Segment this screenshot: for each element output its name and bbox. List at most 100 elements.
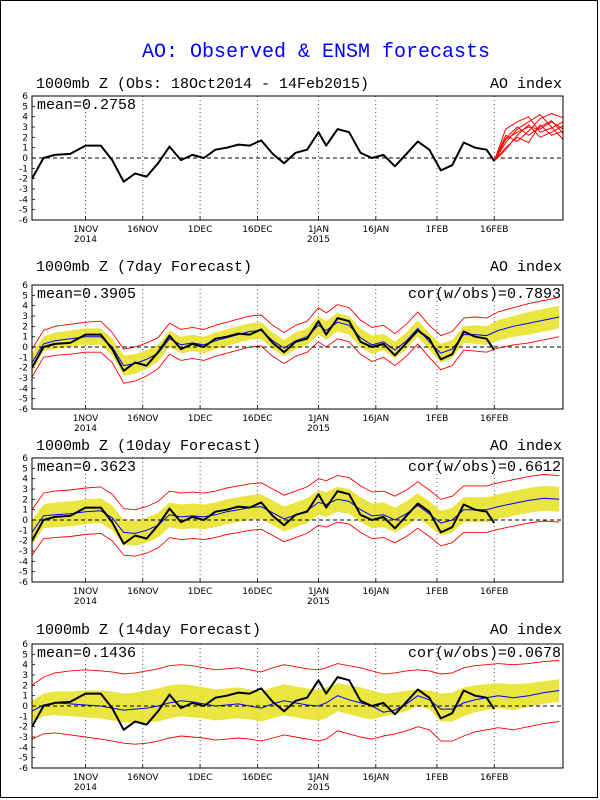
y-tick-label: 6 bbox=[22, 640, 28, 650]
panel-title: 1000mb Z (7day Forecast) bbox=[36, 259, 252, 276]
y-tick-label: -4 bbox=[19, 384, 28, 394]
x-tick-label: 16FEB bbox=[480, 773, 509, 783]
y-tick-label: -3 bbox=[19, 374, 28, 384]
x-tick-label: 1JAN bbox=[308, 587, 329, 597]
panels: 1000mb Z (Obs: 18Oct2014 - 14Feb2015) AO … bbox=[19, 76, 564, 793]
panel-cor-text: cor(w/obs)=0.6612 bbox=[408, 459, 561, 476]
x-tick-year: 2015 bbox=[307, 424, 330, 434]
y-tick-label: -2 bbox=[19, 537, 28, 547]
x-tick-year: 2014 bbox=[74, 783, 97, 793]
y-tick-label: 3 bbox=[22, 312, 28, 322]
x-tick-label: 1DEC bbox=[188, 773, 213, 783]
panel-title: 1000mb Z (Obs: 18Oct2014 - 14Feb2015) bbox=[36, 76, 369, 93]
y-tick-label: 0 bbox=[22, 516, 28, 526]
y-tick-label: 4 bbox=[22, 661, 28, 671]
x-tick-label: 1FEB bbox=[426, 587, 449, 597]
panel-4: 1000mb Z (14day Forecast) AO index mean=0.… bbox=[19, 622, 564, 793]
y-tick-label: 5 bbox=[22, 464, 28, 474]
panel-right-label: AO index bbox=[490, 622, 562, 639]
x-tick-year: 2014 bbox=[74, 424, 97, 434]
y-tick-label: 6 bbox=[22, 454, 28, 464]
y-tick-label: -4 bbox=[19, 195, 28, 205]
plot-frame bbox=[31, 284, 564, 410]
x-tick-label: 16JAN bbox=[362, 225, 389, 235]
forecast-member-line bbox=[493, 120, 563, 162]
y-tick-label: -2 bbox=[19, 723, 28, 733]
y-tick-label: -4 bbox=[19, 557, 28, 567]
y-tick-label: -5 bbox=[19, 206, 28, 216]
x-tick-label: 16DEC bbox=[242, 225, 272, 235]
x-tick-label: 16FEB bbox=[480, 414, 509, 424]
x-tick-label: 1FEB bbox=[426, 225, 449, 235]
observed-line bbox=[32, 490, 496, 545]
x-tick-label: 16NOV bbox=[127, 414, 159, 424]
y-tick-label: 2 bbox=[22, 495, 28, 505]
x-tick-label: 16DEC bbox=[242, 587, 272, 597]
x-tick-label: 1FEB bbox=[426, 414, 449, 424]
envelope-upper-line bbox=[32, 660, 560, 686]
x-tick-label: 1NOV bbox=[73, 414, 99, 424]
y-tick-label: 2 bbox=[22, 681, 28, 691]
y-tick-label: -3 bbox=[19, 547, 28, 557]
panel-title: 1000mb Z (14day Forecast) bbox=[36, 622, 261, 639]
y-tick-label: 1 bbox=[22, 506, 28, 516]
y-tick-label: -4 bbox=[19, 743, 28, 753]
y-tick-label: -6 bbox=[19, 405, 28, 415]
x-tick-label: 1NOV bbox=[73, 225, 99, 235]
forecast-member-line bbox=[493, 113, 563, 162]
y-tick-label: -2 bbox=[19, 175, 28, 185]
y-tick-label: 1 bbox=[22, 692, 28, 702]
y-tick-label: -2 bbox=[19, 364, 28, 374]
forecast-member-line bbox=[493, 116, 563, 162]
envelope-lower-line bbox=[32, 336, 560, 384]
panel-mean-text: mean=0.3623 bbox=[37, 459, 136, 476]
x-tick-label: 16JAN bbox=[362, 587, 389, 597]
x-tick-label: 16NOV bbox=[127, 773, 159, 783]
y-tick-label: 6 bbox=[22, 281, 28, 291]
panel-title: 1000mb Z (10day Forecast) bbox=[36, 438, 261, 455]
y-tick-label: 4 bbox=[22, 302, 28, 312]
x-tick-label: 16DEC bbox=[242, 414, 272, 424]
x-tick-label: 1FEB bbox=[426, 773, 449, 783]
y-tick-label: 2 bbox=[22, 133, 28, 143]
plot-area bbox=[32, 296, 563, 384]
y-tick-label: 3 bbox=[22, 123, 28, 133]
y-tick-label: -1 bbox=[19, 712, 28, 722]
y-tick-label: 0 bbox=[22, 343, 28, 353]
observed-line bbox=[32, 317, 496, 372]
ensemble-mean-line bbox=[32, 690, 560, 713]
y-tick-label: 6 bbox=[22, 92, 28, 102]
y-tick-label: 5 bbox=[22, 650, 28, 660]
y-tick-label: 5 bbox=[22, 291, 28, 301]
x-tick-label: 16JAN bbox=[362, 414, 389, 424]
x-tick-year: 2015 bbox=[307, 597, 330, 607]
y-tick-label: -6 bbox=[19, 216, 28, 226]
panel-cor-text: cor(w/obs)=0.0678 bbox=[408, 645, 561, 662]
y-tick-label: -3 bbox=[19, 185, 28, 195]
envelope-upper-line bbox=[32, 296, 560, 350]
y-tick-label: 0 bbox=[22, 154, 28, 164]
panel-mean-text: mean=0.3905 bbox=[37, 286, 136, 303]
x-tick-year: 2014 bbox=[74, 597, 97, 607]
x-tick-label: 1DEC bbox=[188, 225, 213, 235]
y-tick-label: -5 bbox=[19, 754, 28, 764]
y-tick-label: 3 bbox=[22, 485, 28, 495]
y-tick-label: 3 bbox=[22, 671, 28, 681]
x-tick-label: 16NOV bbox=[127, 587, 159, 597]
panel-mean-text: mean=0.2758 bbox=[37, 97, 136, 114]
panel-right-label: AO index bbox=[490, 438, 562, 455]
y-tick-label: -1 bbox=[19, 526, 28, 536]
y-tick-label: 5 bbox=[22, 102, 28, 112]
x-tick-label: 1JAN bbox=[308, 414, 329, 424]
panel-right-label: AO index bbox=[490, 259, 562, 276]
figure-title: AO: Observed & ENSM forecasts bbox=[142, 41, 490, 64]
x-tick-label: 16FEB bbox=[480, 225, 509, 235]
envelope-lower-line bbox=[32, 520, 560, 557]
y-tick-label: -5 bbox=[19, 395, 28, 405]
panel-3: 1000mb Z (10day Forecast) AO index mean=0.… bbox=[19, 438, 564, 607]
x-tick-year: 2015 bbox=[307, 783, 330, 793]
x-tick-label: 1NOV bbox=[73, 587, 99, 597]
x-tick-label: 1DEC bbox=[188, 587, 213, 597]
x-tick-label: 1JAN bbox=[308, 225, 329, 235]
panel-cor-text: cor(w/obs)=0.7893 bbox=[408, 286, 561, 303]
